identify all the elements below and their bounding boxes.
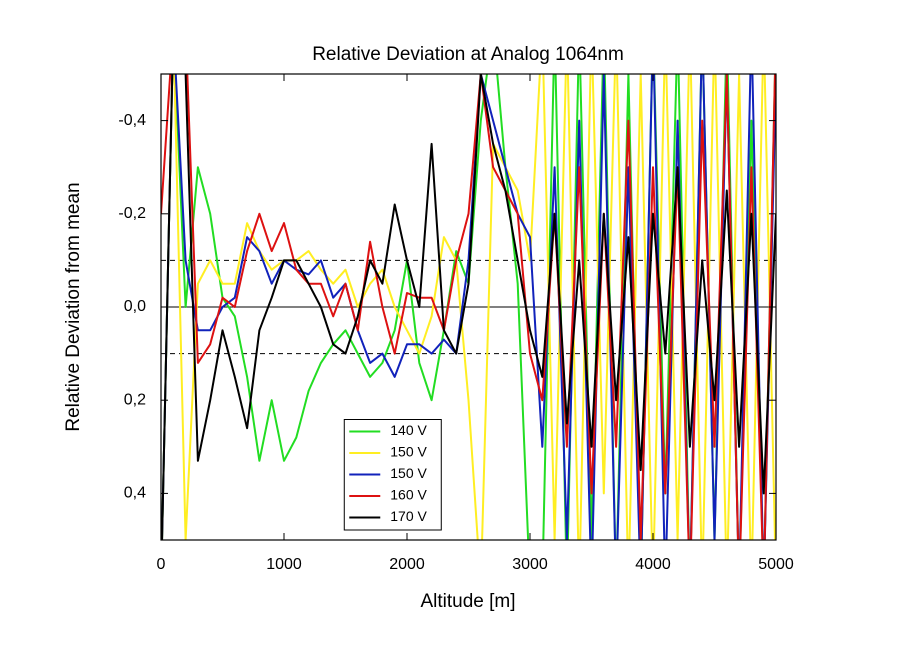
legend-box [343,419,442,531]
legend-label: 170 V [390,508,427,524]
y-axis-label: Relative Deviation from mean [63,182,84,431]
x-tick-label: 5000 [758,556,794,573]
plot-area [161,74,776,540]
series-line [161,74,776,540]
y-tick-label: -0,2 [118,205,146,222]
x-tick-label: 1000 [266,556,302,573]
x-axis-label: Altitude [m] [420,591,515,612]
x-tick-label: 0 [157,556,166,573]
x-tick-label: 4000 [635,556,671,573]
y-tick-label: 0,2 [124,391,146,408]
series-line [161,74,776,540]
y-tick-label: 0,4 [124,485,146,502]
legend-label: 150 V [390,465,427,481]
x-tick-label: 3000 [512,556,548,573]
y-tick-label: 0,0 [124,298,146,315]
chart-title: Relative Deviation at Analog 1064nm [312,44,624,65]
legend-label: 140 V [390,422,427,438]
legend-label: 160 V [390,487,427,503]
series-line [161,74,776,540]
y-tick-label: -0,4 [118,112,146,129]
x-tick-label: 2000 [389,556,425,573]
legend-label: 150 V [390,444,427,460]
